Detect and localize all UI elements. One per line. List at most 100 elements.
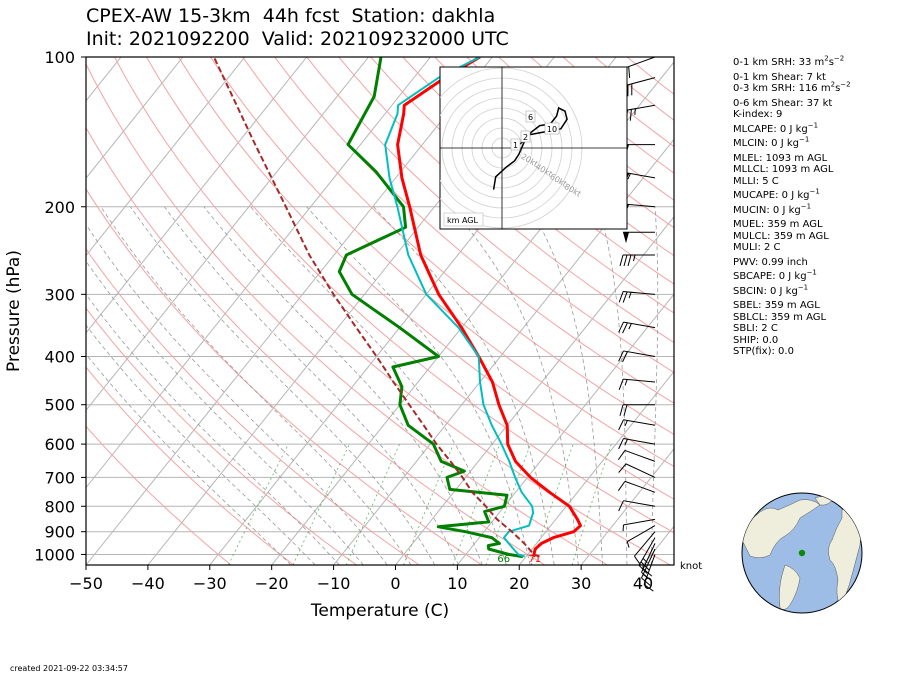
x-tick-label: −50 — [69, 574, 103, 593]
globe-land-south-america — [779, 564, 801, 610]
barb-half — [642, 558, 648, 564]
barb-half — [626, 541, 630, 548]
hodograph-height-label: 1 — [513, 141, 518, 150]
hodograph-height-box — [525, 110, 536, 123]
hodograph-legend-box — [443, 212, 484, 227]
barb-full — [619, 254, 624, 267]
isotherm-line — [518, 370, 674, 565]
wind-barb — [618, 291, 656, 303]
y-tick-label: 800 — [44, 497, 75, 516]
dry-adiabat — [338, 57, 674, 344]
isotherm-line — [86, 57, 431, 489]
stat-line: MUCIN: 0 J kg−1 — [733, 202, 851, 217]
barb-flag — [623, 232, 629, 244]
stat-exponent: −1 — [797, 283, 809, 292]
globe-land — [742, 496, 861, 610]
stat-text: PWV: 0.99 inch — [733, 256, 808, 268]
barb-full — [623, 404, 628, 416]
barb-staff — [624, 449, 656, 462]
stat-exponent: −1 — [809, 187, 820, 196]
wind-barb — [617, 449, 656, 462]
dry-adiabat — [210, 57, 674, 468]
wind-barb — [617, 480, 656, 493]
barb-full — [634, 555, 642, 566]
barb-half — [622, 524, 624, 532]
barb-half — [624, 420, 628, 427]
stat-line: MLLCL: 1093 m AGL — [733, 164, 851, 176]
barb-staff — [623, 171, 656, 179]
mixing-ratio-line — [292, 443, 350, 565]
plot-frame — [85, 56, 675, 566]
stat-text: MLLCL: 1093 m AGL — [733, 164, 834, 175]
moist-adiabat — [250, 206, 507, 565]
barb-staff — [623, 438, 656, 445]
barb-full — [618, 438, 624, 450]
barb-full — [617, 481, 626, 491]
moist-adiabat — [450, 206, 579, 565]
chart-title-line2: Init: 2021092200 Valid: 202109232000 UTC — [86, 28, 509, 50]
barb-full — [622, 322, 628, 334]
stat-text: MULI: 2 C — [733, 242, 781, 253]
barb-full — [619, 404, 624, 416]
barb-full — [618, 500, 624, 512]
stat-text: SHIP: 0.0 — [733, 334, 779, 346]
barb-full — [638, 564, 648, 574]
moist-adiabat — [130, 206, 436, 565]
x-tick-label: −20 — [255, 574, 289, 593]
y-tick-label: 600 — [44, 435, 75, 454]
moist-adiabat — [86, 293, 340, 565]
barb-full — [618, 321, 624, 333]
y-tick-label: 200 — [44, 198, 75, 217]
barb-half — [628, 292, 632, 299]
background-isolines — [86, 57, 674, 565]
stat-line: MLCAPE: 0 J kg−1 — [733, 122, 851, 136]
y-tick-label: 100 — [44, 48, 75, 67]
barb-half — [634, 108, 636, 115]
x-tick-label: 30 — [571, 574, 591, 593]
wind-barb — [626, 525, 656, 548]
stat-text: SBEL: 359 m AGL — [733, 300, 820, 311]
stat-line: MUCAPE: 0 J kg−1 — [733, 187, 851, 202]
dry-adiabat — [86, 307, 357, 565]
dry-adiabat — [114, 57, 671, 565]
barb-half — [624, 439, 628, 446]
isotherm-line — [86, 57, 246, 257]
mixing-ratio-line — [227, 443, 289, 565]
y-tick-label: 400 — [44, 348, 75, 367]
y-tick-label: 700 — [44, 468, 75, 487]
temperature-trace — [396, 57, 582, 558]
stat-line: 0-6 km Shear: 37 kt — [733, 98, 851, 110]
wind-barb — [618, 419, 656, 431]
dewpoint-trace — [337, 57, 524, 559]
moist-adiabat — [164, 206, 459, 565]
moist-adiabat — [598, 206, 628, 565]
hodograph-height-box — [544, 122, 560, 135]
globe-station-marker — [798, 549, 806, 557]
stat-exponent: −1 — [806, 268, 817, 277]
x-axis-label: Temperature (C) — [310, 601, 449, 621]
stat-line: MLLI: 5 C — [733, 176, 851, 188]
sounding-traces — [212, 57, 582, 559]
hodograph-legend: km AGL — [447, 216, 479, 225]
barb-staff — [623, 291, 656, 295]
barb-full — [622, 351, 628, 363]
dry-adiabat — [86, 425, 232, 565]
stat-exponent: −1 — [800, 202, 812, 211]
isotherm-line — [86, 57, 370, 412]
barb-full — [642, 568, 653, 577]
wind-barb — [638, 537, 656, 574]
stat-line: SBCIN: 0 J kg−1 — [733, 283, 851, 298]
barb-staff — [643, 554, 656, 585]
barb-full — [617, 450, 626, 461]
parcel-trace — [212, 57, 540, 558]
stat-line: 0-1 km Shear: 7 kt — [733, 72, 851, 84]
stat-line: PWV: 0.99 inch — [733, 257, 851, 269]
barb-staff — [624, 480, 656, 493]
barb-staff — [634, 531, 656, 557]
wind-barb — [618, 438, 656, 450]
moist-adiabat — [650, 206, 659, 565]
stat-line: MUEL: 359 m AGL — [733, 219, 851, 231]
dry-adiabat — [370, 57, 674, 314]
stat-text: STP(fix): 0.0 — [733, 346, 794, 357]
